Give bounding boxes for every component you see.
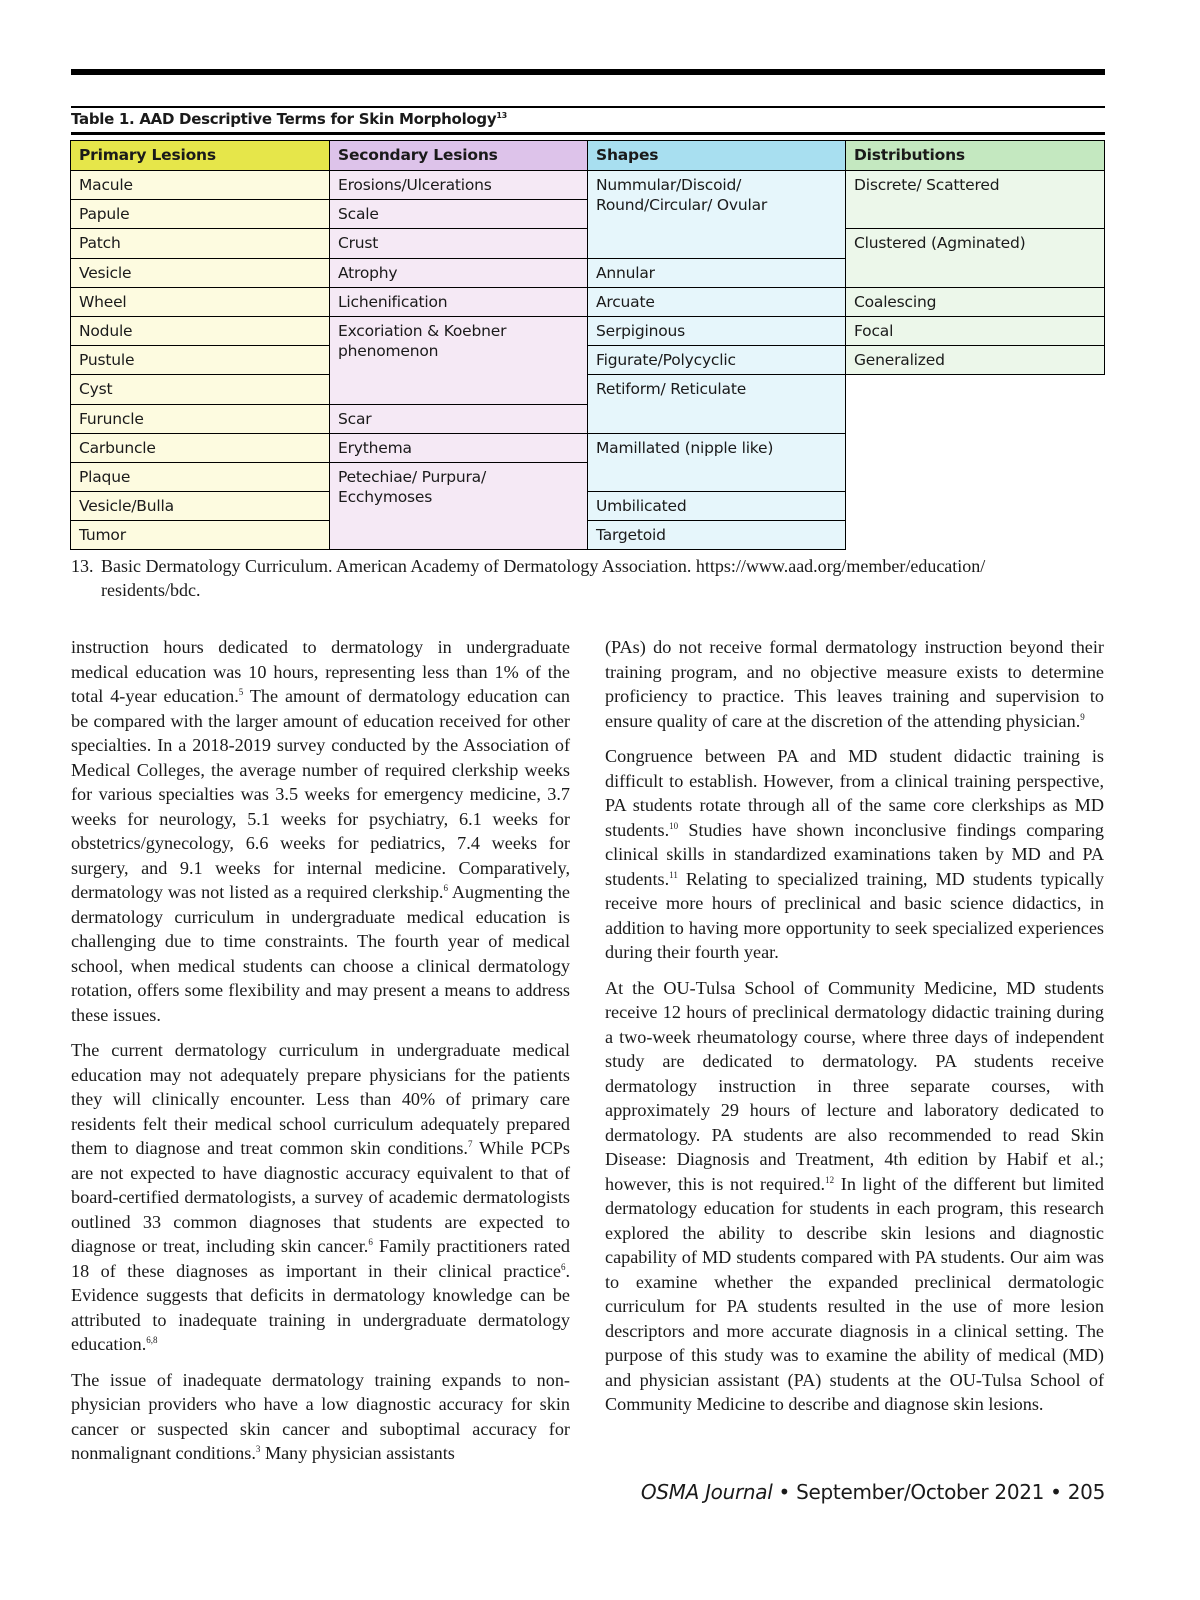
paragraph-text: Augmenting the dermatology curriculum in… xyxy=(71,882,570,1025)
secondary-lesion-cell: Erosions/Ulcerations xyxy=(329,170,588,201)
citation-superscript: 6 xyxy=(368,1236,373,1247)
paragraph: The issue of inadequate dermatology trai… xyxy=(71,1368,570,1466)
paragraph-text: Many physician assistants xyxy=(260,1443,455,1463)
secondary-lesion-cell: Petechiae/ Purpura/ Ecchymoses xyxy=(329,461,588,551)
footnote-number: 13. xyxy=(71,556,94,576)
paragraph: At the OU-Tulsa School of Community Medi… xyxy=(605,976,1104,1417)
shape-cell: Mamillated (nipple like) xyxy=(587,432,846,493)
left-text-column: instruction hours dedicated to dermatolo… xyxy=(71,635,570,1477)
distribution-cell: Generalized xyxy=(845,345,1105,376)
secondary-lesion-cell: Erythema xyxy=(329,432,588,463)
shape-cell: Arcuate xyxy=(587,286,846,317)
journal-name: OSMA Journal xyxy=(640,1480,773,1504)
distribution-cell: Focal xyxy=(845,315,1105,347)
primary-lesion-cell: Cyst xyxy=(70,374,330,405)
primary-lesion-cell: Vesicle/Bulla xyxy=(70,491,330,522)
paragraph: instruction hours dedicated to dermatolo… xyxy=(71,635,570,1027)
citation-superscript: 11 xyxy=(669,869,678,880)
table-header-cell: Shapes xyxy=(587,140,846,171)
primary-lesion-cell: Wheel xyxy=(70,286,330,317)
citation-superscript: 9 xyxy=(1080,711,1085,722)
paragraph-text: The issue of inadequate dermatology trai… xyxy=(71,1369,570,1464)
paragraph-text: The current dermatology curriculum in un… xyxy=(71,1040,570,1158)
paragraph-text: The amount of dermatology education can … xyxy=(71,686,570,902)
citation-superscript: 10 xyxy=(669,820,679,831)
primary-lesion-cell: Plaque xyxy=(70,461,330,493)
primary-lesion-cell: Vesicle xyxy=(70,257,330,288)
paragraph-text: Congruence between PA and MD student did… xyxy=(605,746,1104,840)
secondary-lesion-cell: Crust xyxy=(329,228,588,259)
shape-cell: Retiform/ Reticulate xyxy=(587,374,846,434)
distribution-cell: Discrete/ Scattered xyxy=(845,170,1105,230)
distribution-cell: Clustered (Agminated) xyxy=(845,228,1105,288)
paragraph: Congruence between PA and MD student did… xyxy=(605,744,1104,965)
footnote: 13. Basic Dermatology Curriculum. America… xyxy=(71,554,1105,602)
morphology-table: Primary Lesions Secondary Lesions Shapes Di… xyxy=(70,140,1105,551)
paragraph: (PAs) do not receive formal dermatology … xyxy=(605,635,1104,733)
paragraph-text: . Evidence suggests that deficits in der… xyxy=(71,1260,570,1355)
secondary-lesion-cell: Atrophy xyxy=(329,257,588,288)
table-rule-top xyxy=(71,106,1105,108)
table-header-cell: Distributions xyxy=(845,140,1105,171)
shape-cell: Targetoid xyxy=(587,520,846,551)
paragraph-text: (PAs) do not receive formal dermatology … xyxy=(605,637,1104,731)
shape-cell: Figurate/Polycyclic xyxy=(587,345,846,376)
shape-cell: Serpiginous xyxy=(587,315,846,347)
paragraph-text: At the OU-Tulsa School of Community Medi… xyxy=(605,977,1104,1194)
citation-superscript: 7 xyxy=(467,1138,473,1149)
citation-superscript: 3 xyxy=(255,1443,261,1454)
paragraph-text: Family practitioners rated 18 of these d… xyxy=(71,1236,570,1281)
table-header-cell: Secondary Lesions xyxy=(329,140,588,171)
footnote-text: Basic Dermatology Curriculum. American A… xyxy=(101,556,986,576)
page-number: 205 xyxy=(1067,1480,1106,1504)
top-rule xyxy=(71,69,1105,75)
primary-lesion-cell: Pustule xyxy=(70,345,330,376)
paragraph-text: Relating to specialized training, MD stu… xyxy=(605,868,1104,963)
primary-lesion-cell: Tumor xyxy=(70,520,330,551)
citation-superscript: 6 xyxy=(560,1261,566,1272)
paragraph-text: In light of the different but limited de… xyxy=(605,1173,1104,1415)
shape-cell: Umbilicated xyxy=(587,491,846,522)
citation-superscript: 12 xyxy=(825,1174,835,1185)
paragraph-text: While PCPs are not expected to have diag… xyxy=(71,1138,570,1256)
table-title-citation: 13 xyxy=(496,111,507,120)
table-header-cell: Primary Lesions xyxy=(70,140,330,171)
primary-lesion-cell: Carbuncle xyxy=(70,432,330,463)
primary-lesion-cell: Papule xyxy=(70,199,330,230)
paragraph-text: Studies have shown inconclusive findings… xyxy=(605,819,1104,889)
page-footer: OSMA Journal • September/October 2021 • … xyxy=(641,1480,1105,1504)
primary-lesion-cell: Nodule xyxy=(70,315,330,347)
table-title: Table 1. AAD Descriptive Terms for Skin … xyxy=(71,110,507,128)
citation-superscript: 6 xyxy=(443,882,448,893)
primary-lesion-cell: Macule xyxy=(70,170,330,201)
table-rule-bottom xyxy=(71,132,1105,135)
secondary-lesion-cell: Scar xyxy=(329,403,588,434)
primary-lesion-cell: Patch xyxy=(70,228,330,259)
secondary-lesion-cell: Excoriation & Koebner phenomenon xyxy=(329,315,588,405)
citation-superscript: 5 xyxy=(238,686,244,697)
primary-lesion-cell: Furuncle xyxy=(70,403,330,434)
secondary-lesion-cell: Lichenification xyxy=(329,286,588,317)
issue-date: • September/October 2021 • xyxy=(772,1480,1068,1504)
shape-cell: Nummular/Discoid/ Round/Circular/ Ovular xyxy=(587,170,846,259)
paragraph: The current dermatology curriculum in un… xyxy=(71,1038,570,1357)
shape-cell: Annular xyxy=(587,257,846,288)
right-text-column: (PAs) do not receive formal dermatology … xyxy=(605,635,1104,1428)
paragraph-text: instruction hours dedicated to dermatolo… xyxy=(71,637,570,706)
footnote-text-cont: residents/bdc. xyxy=(101,580,201,600)
distribution-cell: Coalescing xyxy=(845,286,1105,317)
citation-superscript: 6,8 xyxy=(146,1334,158,1345)
secondary-lesion-cell: Scale xyxy=(329,199,588,230)
table-title-text: Table 1. AAD Descriptive Terms for Skin … xyxy=(71,110,497,128)
